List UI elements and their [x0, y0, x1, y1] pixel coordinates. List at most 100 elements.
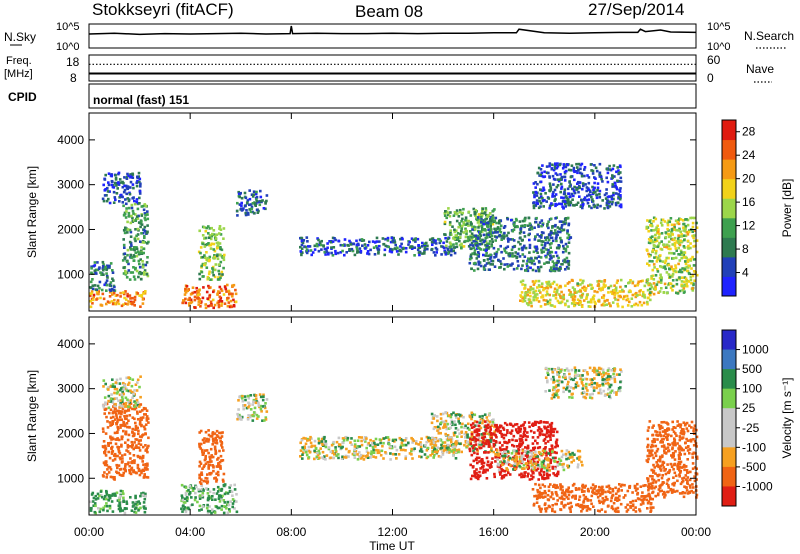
data-cell [374, 437, 378, 441]
data-cell [435, 415, 439, 418]
data-cell [425, 435, 429, 439]
data-cell [631, 293, 635, 297]
data-cell [512, 267, 516, 271]
data-cell [446, 422, 449, 426]
data-cell [553, 188, 557, 192]
data-cell [659, 265, 662, 268]
data-cell [203, 263, 206, 267]
data-cell [567, 263, 571, 267]
data-cell [523, 458, 526, 461]
data-cell [122, 402, 126, 406]
data-cell [240, 418, 243, 421]
data-cell [444, 236, 447, 240]
data-cell [610, 197, 614, 201]
data-cell [439, 421, 443, 425]
data-cell [105, 476, 108, 479]
data-cell [357, 250, 361, 254]
data-cell [140, 469, 143, 473]
data-cell [93, 264, 97, 267]
data-cell [658, 258, 661, 261]
data-cell [532, 191, 535, 194]
data-cell [479, 418, 483, 421]
data-cell [609, 284, 613, 288]
data-cell [605, 303, 608, 306]
data-cell [451, 225, 454, 228]
data-cell [545, 299, 548, 302]
data-cell [471, 228, 474, 231]
data-cell [487, 213, 491, 217]
data-cell [378, 244, 381, 248]
data-cell [524, 216, 527, 220]
data-cell [386, 436, 390, 439]
data-cell [456, 435, 459, 438]
data-cell [432, 417, 436, 420]
data-cell [393, 445, 397, 449]
data-cell [475, 448, 479, 451]
data-cell [583, 198, 586, 202]
data-cell [446, 252, 449, 255]
data-cell [626, 297, 630, 301]
data-cell [479, 446, 483, 450]
data-cell [119, 457, 122, 461]
data-cell [613, 284, 616, 287]
data-cell [571, 298, 575, 301]
data-cell [526, 444, 530, 448]
data-cell [502, 436, 506, 440]
data-cell [302, 447, 306, 451]
data-cell [253, 201, 256, 204]
data-cell [507, 440, 511, 444]
data-cell [234, 300, 238, 304]
data-cell [587, 198, 591, 201]
data-cell [477, 475, 481, 478]
data-cell [133, 459, 136, 463]
data-cell [521, 224, 525, 228]
data-cell [137, 442, 141, 445]
data-cell [641, 294, 644, 298]
data-cell [592, 297, 595, 301]
data-cell [99, 303, 103, 307]
data-cell [473, 474, 476, 478]
data-cell [464, 424, 467, 427]
data-cell [124, 441, 127, 444]
data-cell [485, 232, 489, 235]
data-cell [235, 510, 239, 514]
data-cell [593, 300, 596, 304]
data-cell [580, 305, 584, 308]
data-cell [513, 225, 517, 229]
data-cell [198, 431, 201, 434]
data-cell [564, 303, 567, 307]
data-cell [199, 482, 203, 485]
data-cell [519, 230, 523, 233]
data-cell [105, 186, 109, 190]
data-cell [131, 407, 134, 411]
data-cell [96, 261, 99, 264]
data-cell [686, 258, 690, 262]
data-cell [664, 286, 668, 289]
data-cell [325, 454, 329, 457]
data-cell [205, 487, 208, 490]
data-cell [655, 260, 659, 263]
data-cell [147, 421, 150, 424]
data-cell [94, 494, 98, 498]
data-cell [210, 226, 213, 230]
data-cell [331, 254, 335, 257]
data-cell [664, 267, 667, 271]
data-cell [695, 226, 699, 229]
data-cell [551, 282, 554, 285]
data-cell [110, 450, 114, 454]
data-cell [122, 496, 125, 500]
data-cell [489, 263, 492, 266]
data-cell [214, 255, 217, 259]
data-cell [452, 249, 455, 252]
data-cell [374, 443, 377, 447]
data-cell [611, 183, 614, 186]
data-cell [111, 420, 115, 423]
data-cell [376, 451, 380, 455]
data-cell [207, 440, 210, 443]
data-cell [694, 244, 697, 248]
data-cell [374, 456, 378, 459]
data-cell [110, 174, 113, 177]
data-cell [198, 476, 201, 480]
data-cell [111, 385, 115, 388]
data-cell [265, 410, 269, 413]
